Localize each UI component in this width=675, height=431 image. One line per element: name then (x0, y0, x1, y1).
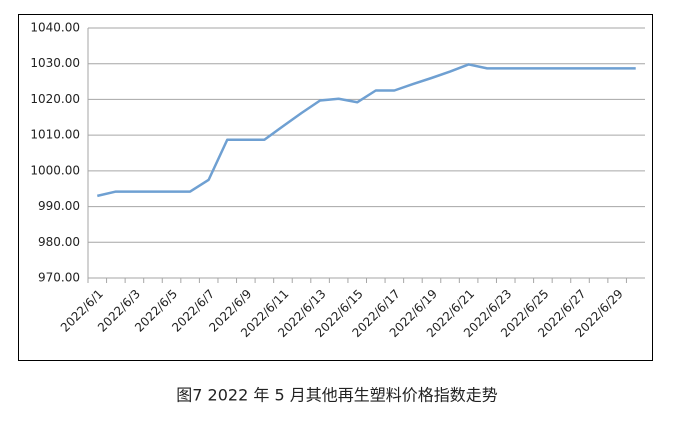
y-tick-label: 980.00 (38, 235, 80, 249)
y-tick-label: 1010.00 (30, 128, 80, 142)
y-tick-label: 970.00 (38, 271, 80, 285)
chart-border (18, 14, 653, 361)
chart-caption: 图7 2022 年 5 月其他再生塑料价格指数走势 (176, 386, 497, 405)
y-tick-label: 990.00 (38, 199, 80, 213)
y-tick-label: 1040.00 (30, 21, 80, 35)
data-line (97, 63, 636, 198)
y-tick-label: 1020.00 (30, 92, 80, 106)
y-tick-label: 1030.00 (30, 56, 80, 70)
y-tick-label: 1000.00 (30, 163, 80, 177)
